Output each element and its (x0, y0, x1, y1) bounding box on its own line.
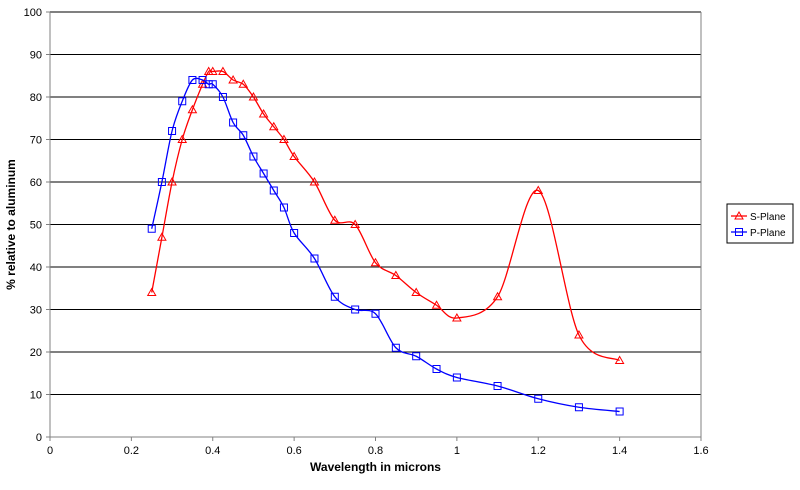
data-point-square (239, 131, 248, 140)
data-point-triangle (309, 176, 320, 186)
data-point-triangle (167, 176, 177, 186)
data-point-square (188, 76, 197, 84)
data-point-square (310, 254, 319, 263)
data-point-triangle (187, 104, 198, 114)
gridlines (50, 11, 701, 395)
data-point-square (259, 169, 268, 178)
x-tick-label: 1.6 (693, 445, 708, 457)
data-point-square (147, 224, 156, 233)
legend-items: S-Plane P-Plane (731, 210, 786, 239)
data-point-square (574, 403, 583, 412)
y-tick-label: 30 (30, 305, 42, 317)
data-point-triangle (614, 355, 625, 364)
x-axis-title: Wavelength in microns (310, 460, 441, 474)
legend-item: P-Plane (731, 228, 786, 239)
data-point-square (204, 80, 213, 89)
data-point-square (290, 229, 299, 237)
data-point-triangle (258, 108, 269, 118)
data-point-triangle (157, 232, 167, 241)
y-tick-label: 80 (30, 92, 42, 104)
series-line (151, 69, 620, 362)
data-point-square (157, 178, 166, 186)
data-point-triangle (289, 151, 299, 160)
data-point-triangle (370, 257, 381, 267)
data-point-triangle (177, 134, 188, 143)
data-point-square (218, 93, 227, 101)
y-tick-label: 40 (30, 262, 42, 274)
data-point-square (229, 118, 238, 127)
data-point-square (432, 365, 441, 373)
data-point-triangle (431, 300, 442, 309)
y-axis-title: % relative to aluminum (4, 159, 18, 290)
data-point-square (178, 97, 187, 106)
data-point-square (168, 127, 177, 135)
x-tick-label: 1.4 (612, 445, 627, 457)
x-tick-label: 1.2 (531, 445, 546, 457)
legend: S-Plane P-Plane (726, 203, 794, 244)
data-point-triangle (248, 91, 259, 101)
x-tick-label: 0.4 (205, 445, 220, 457)
series-line (151, 77, 620, 413)
data-point-square (371, 309, 380, 318)
data-point-square (412, 352, 421, 361)
legend-label: P-Plane (750, 228, 786, 239)
data-point-triangle (146, 287, 157, 296)
data-point-square (452, 373, 461, 382)
data-point-triangle (533, 185, 544, 194)
data-point-triangle (734, 210, 744, 220)
x-tick-label: 0.8 (368, 445, 383, 457)
y-tick-label: 70 (30, 135, 42, 147)
x-tick-label: 1 (454, 445, 460, 457)
legend-box (726, 203, 794, 244)
data-point-square (534, 394, 543, 403)
data-point-square (330, 292, 339, 301)
data-point-triangle (207, 66, 218, 75)
data-point-square (208, 80, 217, 89)
x-tick-label: 0.2 (124, 445, 139, 457)
data-point-square (615, 407, 624, 416)
x-tick-label: 0.6 (286, 445, 301, 457)
y-tick-label: 20 (30, 347, 42, 359)
data-point-triangle (390, 270, 401, 279)
data-point-square (269, 186, 278, 195)
series-s-plane (146, 66, 625, 364)
data-point-triangle (452, 312, 462, 322)
data-point-square (351, 305, 360, 314)
data-point-triangle (574, 329, 584, 339)
y-tick-label: 10 (30, 390, 42, 402)
legend-item: S-Plane (731, 210, 786, 223)
series-lines (146, 66, 625, 416)
legend-label: S-Plane (750, 212, 786, 223)
data-point-triangle (350, 219, 361, 228)
y-tick-label: 90 (30, 50, 42, 62)
y-tick-label: 100 (24, 7, 42, 19)
series-p-plane (147, 76, 624, 416)
data-point-triangle (279, 134, 289, 143)
y-tick-label: 50 (30, 220, 42, 232)
x-tick-label: 0 (47, 445, 53, 457)
data-point-square (279, 203, 288, 212)
data-point-triangle (411, 287, 422, 296)
data-point-triangle (492, 291, 503, 301)
data-point-triangle (218, 66, 228, 75)
data-point-triangle (228, 74, 238, 84)
data-point-triangle (238, 79, 249, 88)
data-point-triangle (329, 215, 340, 224)
data-point-square (735, 228, 743, 236)
data-point-square (493, 382, 502, 390)
data-point-square (249, 152, 258, 161)
y-tick-label: 0 (36, 432, 42, 444)
data-point-triangle (268, 121, 279, 131)
y-tick-label: 60 (30, 177, 42, 189)
tick-labels: 0 10 20 30 40 50 60 70 80 90 100 0 0.2 0.4 0.6 0.8 1 1.2 1… (24, 7, 709, 457)
data-point-square (198, 76, 207, 84)
data-point-square (391, 343, 400, 352)
